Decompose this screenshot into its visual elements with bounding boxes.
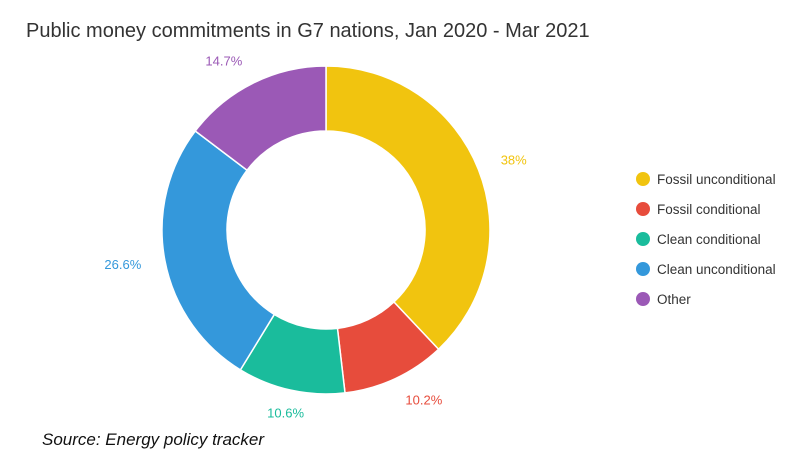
legend-label: Clean conditional [657, 231, 761, 247]
data-label-fossil-conditional: 10.2% [405, 392, 442, 407]
legend-label: Fossil unconditional [657, 171, 776, 187]
data-label-clean-conditional: 10.6% [267, 406, 304, 421]
legend-item-fossil-unconditional: Fossil unconditional [636, 164, 776, 194]
legend-item-fossil-conditional: Fossil conditional [636, 194, 776, 224]
legend-swatch [636, 232, 650, 246]
legend-item-other: Other [636, 284, 776, 314]
legend-label: Fossil conditional [657, 201, 761, 217]
chart-title: Public money commitments in G7 nations, … [26, 20, 590, 42]
donut-data-labels: 38% 10.2% 10.6% 26.6% 14.7% [104, 54, 527, 421]
slice-clean-unconditional [161, 129, 276, 371]
legend-item-clean-conditional: Clean conditional [636, 224, 776, 254]
source-note: Source: Energy policy tracker [42, 430, 265, 449]
donut-slices [161, 65, 491, 395]
legend-swatch [636, 172, 650, 186]
data-label-fossil-unconditional: 38% [501, 153, 527, 168]
data-label-other: 14.7% [205, 54, 242, 69]
legend-swatch [636, 292, 650, 306]
chart-legend: Fossil unconditional Fossil conditional Cl… [636, 164, 776, 314]
legend-label: Other [657, 291, 691, 307]
legend-swatch [636, 202, 650, 216]
legend-item-clean-unconditional: Clean unconditional [636, 254, 776, 284]
slice-other [194, 65, 327, 172]
slice-fossil-unconditional [325, 65, 491, 351]
legend-swatch [636, 262, 650, 276]
data-label-clean-unconditional: 26.6% [104, 257, 141, 272]
legend-label: Clean unconditional [657, 261, 776, 277]
